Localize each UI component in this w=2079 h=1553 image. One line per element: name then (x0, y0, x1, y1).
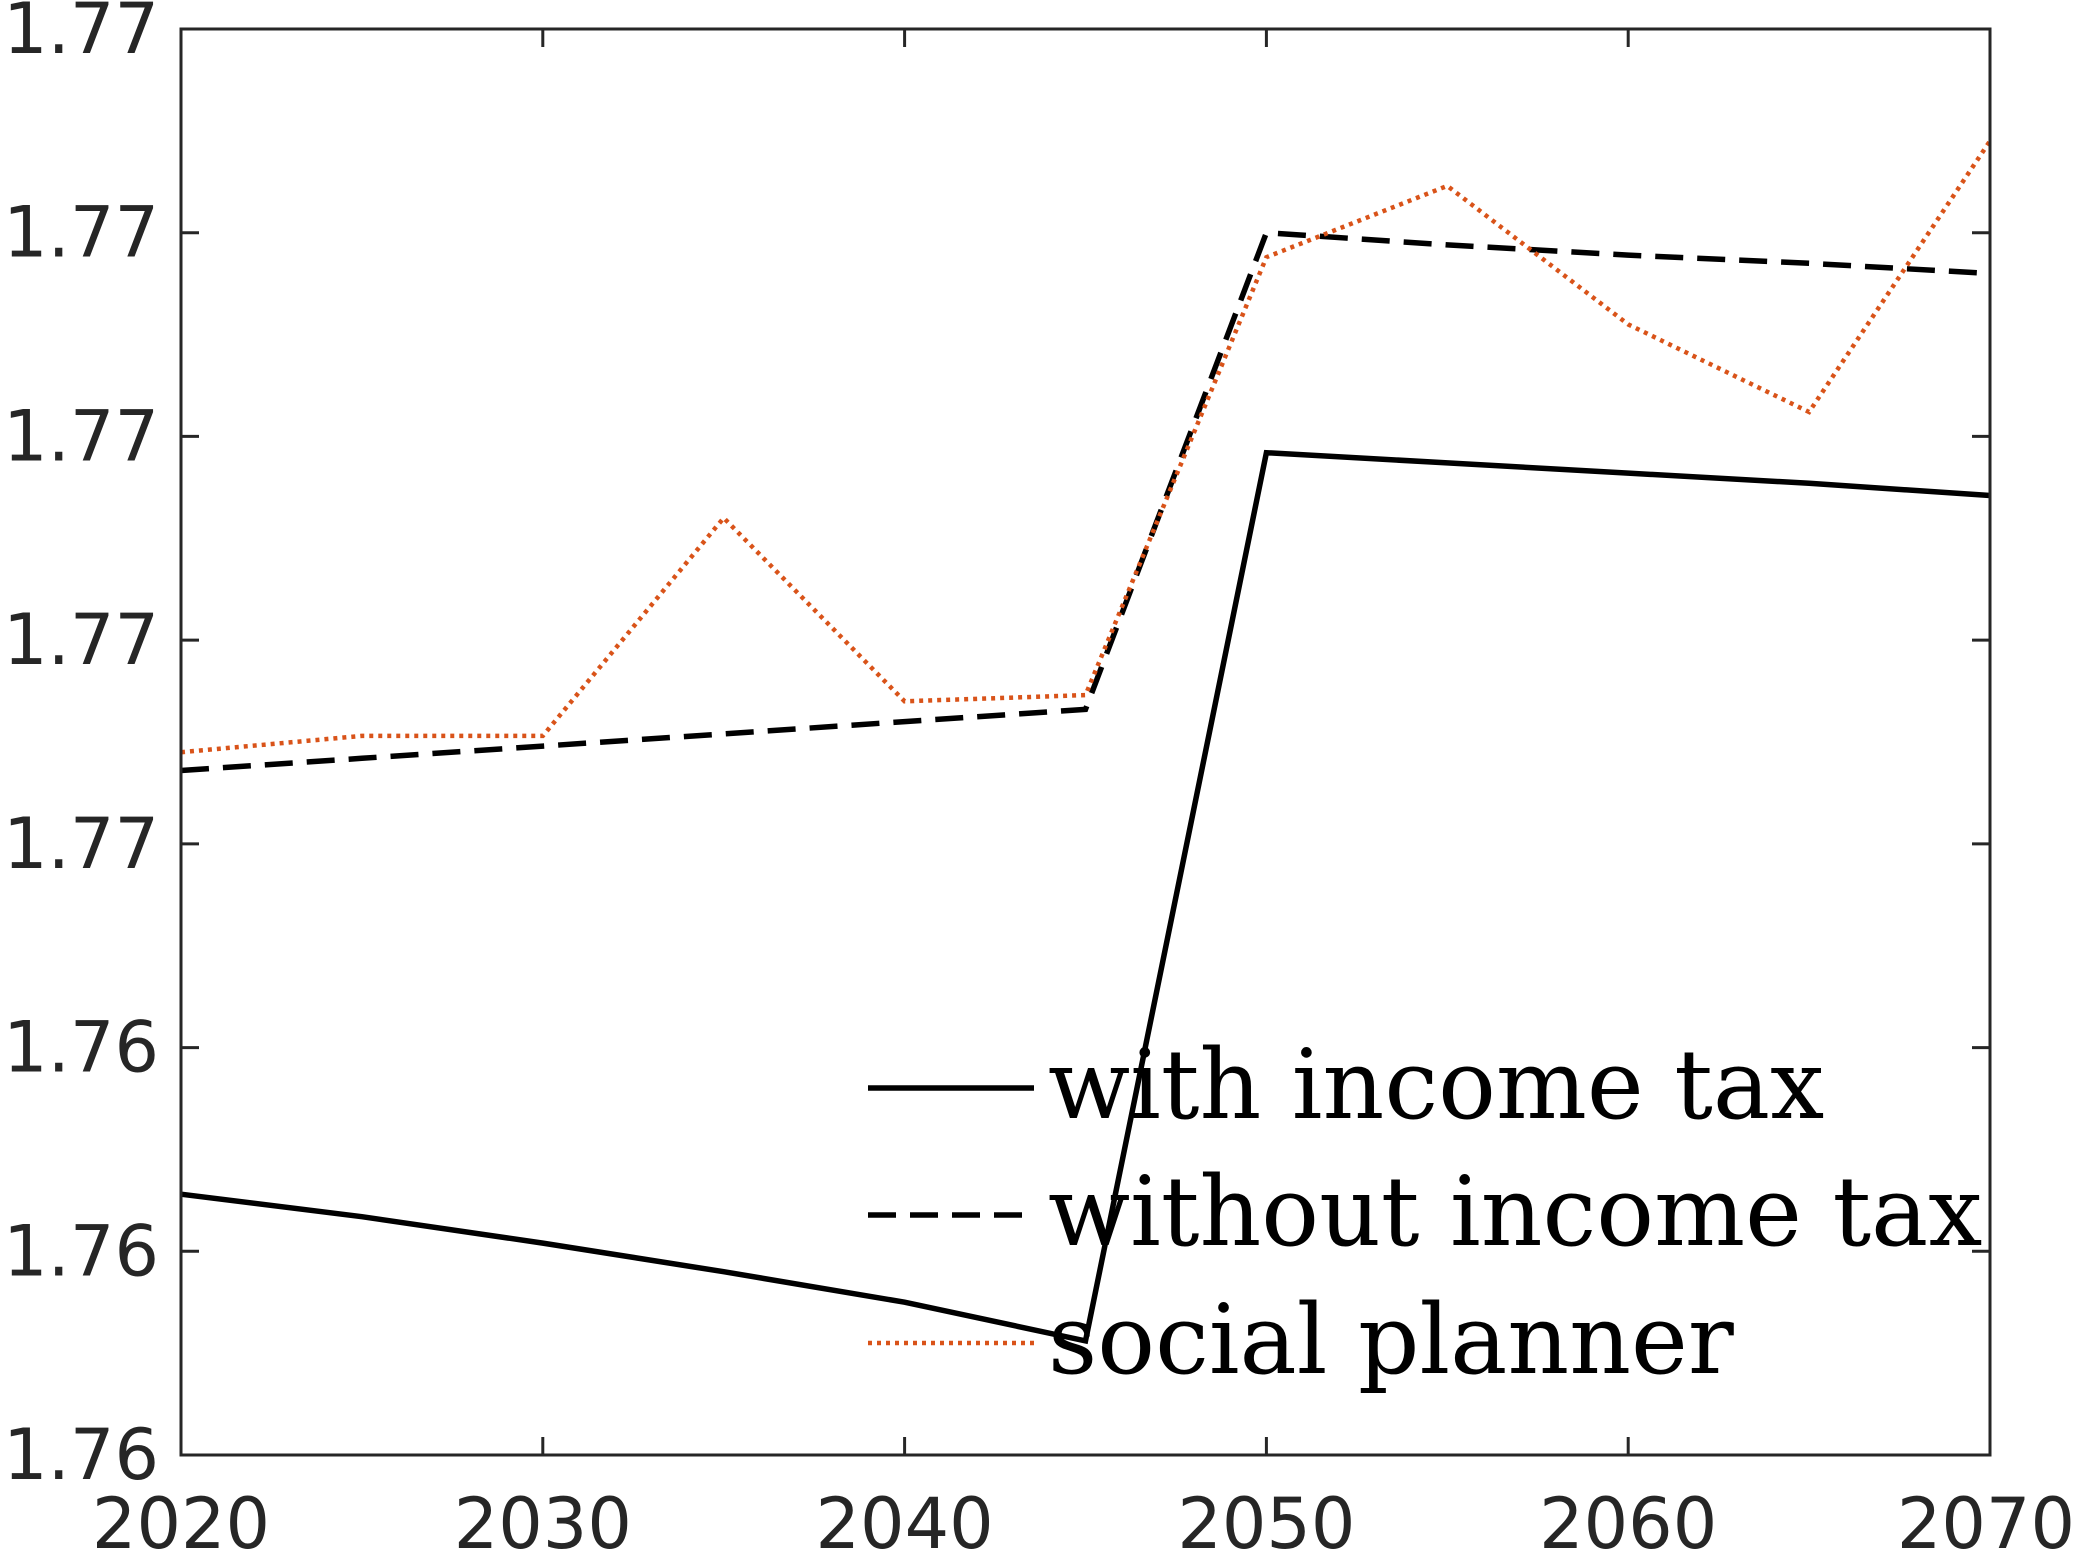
x-tick-label: 2040 (816, 1483, 994, 1553)
legend: with income tax without income tax social … (868, 1029, 1982, 1396)
y-tick-label: 1.76 (3, 1210, 159, 1292)
y-tick-label: 1.77 (3, 395, 159, 477)
y-tick-label: 1.76 (3, 1007, 159, 1089)
y-tick-label: 1.76 (3, 1414, 159, 1496)
y-tick-labels: 1.76 1.76 1.76 1.77 1.77 1.77 1.77 1.77 (3, 0, 159, 1496)
legend-entry-label: without income tax (1048, 1156, 1982, 1268)
y-tick-label: 1.77 (3, 803, 159, 885)
x-tick-labels: 2020 2030 2040 2050 2060 2070 (92, 1483, 2075, 1553)
series-lines (180, 139, 1992, 1345)
legend-entry-label: social planner (1048, 1284, 1734, 1396)
plot-area (181, 29, 1990, 1455)
x-tick-label: 2070 (1897, 1483, 2075, 1553)
y-tick-label: 1.77 (3, 599, 159, 681)
x-tick-label: 2020 (92, 1483, 270, 1553)
series-line-2 (180, 229, 1991, 774)
y-tick-label: 1.77 (3, 0, 159, 70)
series-line-1 (180, 449, 1991, 1345)
x-tick-label: 2030 (454, 1483, 632, 1553)
x-tick-label: 2050 (1177, 1483, 1355, 1553)
y-tick-label: 1.77 (3, 192, 159, 274)
x-tick-label: 2060 (1539, 1483, 1717, 1553)
legend-entry-label: with income tax (1048, 1029, 1824, 1141)
plot-frame (179, 27, 1992, 1457)
